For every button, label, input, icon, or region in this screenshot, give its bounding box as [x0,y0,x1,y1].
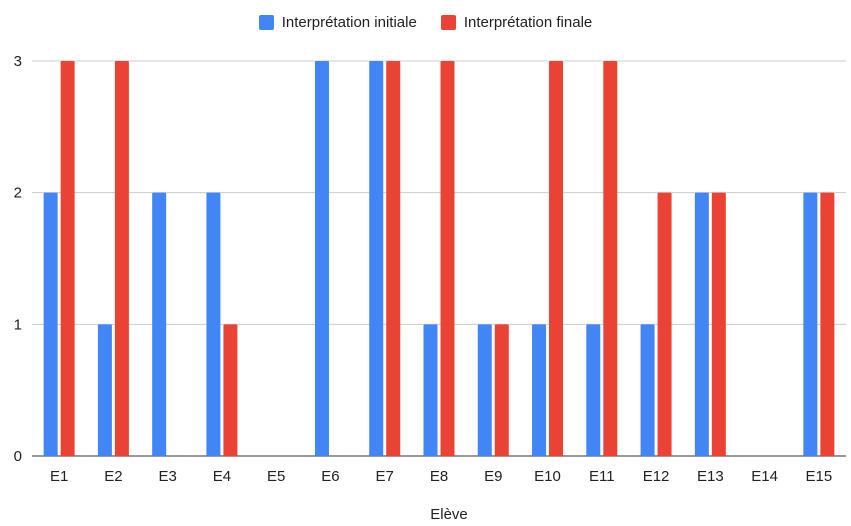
x-tick-label: E4 [213,468,231,485]
bar [820,192,835,456]
legend-swatch-initiale [258,14,274,30]
bar [694,192,709,456]
y-tick-label: 2 [14,185,22,202]
bar [60,61,75,456]
bar [532,324,547,456]
x-tick-label: E3 [158,468,176,485]
legend: Interprétation initiale Interprétation f… [0,10,851,34]
bar [314,61,329,456]
y-tick-label: 0 [14,448,22,465]
x-axis-title: Elève [430,506,468,523]
x-tick-label: E5 [267,468,285,485]
x-tick-label: E13 [697,468,724,485]
x-tick-label: E14 [751,468,778,485]
bar [152,192,167,456]
bar [477,324,492,456]
bar [114,61,129,456]
x-tick-label: E9 [484,468,502,485]
bar [494,324,509,456]
x-tick-label: E12 [643,468,670,485]
legend-label-initiale: Interprétation initiale [281,13,417,31]
legend-swatch-finale [440,14,456,30]
bar [711,192,726,456]
bar [206,192,221,456]
bar [549,61,564,456]
bar [657,192,672,456]
bar [803,192,818,456]
x-tick-label: E7 [376,468,394,485]
x-tick-label: E11 [589,468,615,485]
legend-item-initiale: Interprétation initiale [258,13,417,31]
bar [97,324,112,456]
bar [386,61,401,456]
x-tick-label: E6 [321,468,339,485]
y-tick-label: 3 [14,53,22,70]
legend-label-finale: Interprétation finale [463,13,593,31]
bar [640,324,655,456]
x-tick-label: E10 [534,468,561,485]
x-tick-label: E2 [104,468,122,485]
x-tick-label: E15 [806,468,833,485]
bar [423,324,438,456]
bar [223,324,238,456]
bar [586,324,601,456]
bar [440,61,455,456]
bar [603,61,618,456]
x-tick-label: E8 [430,468,448,485]
legend-item-finale: Interprétation finale [440,13,593,31]
bar [43,192,58,456]
x-tick-label: E1 [50,468,68,485]
y-tick-label: 1 [14,316,22,333]
bar [369,61,384,456]
